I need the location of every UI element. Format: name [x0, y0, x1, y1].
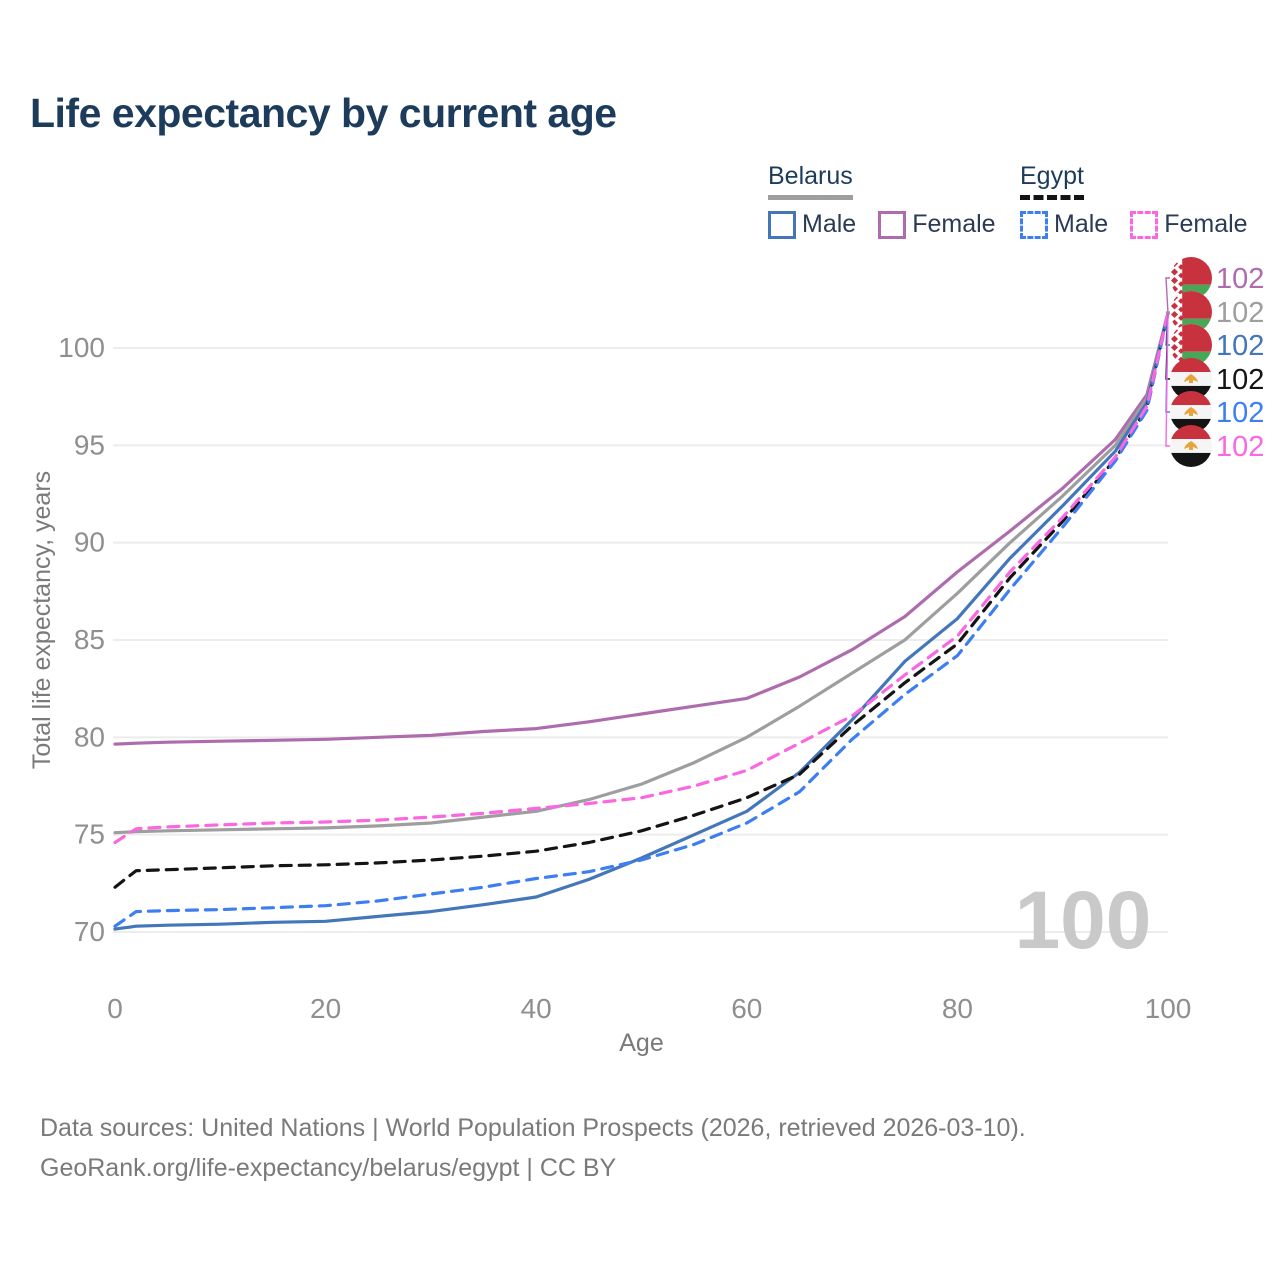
- legend-row-belarus: Male Female: [768, 210, 1010, 239]
- flag-icon-egypt: [1170, 425, 1212, 467]
- x-tick-label: 0: [107, 993, 123, 1024]
- y-tick-label: 95: [74, 429, 105, 460]
- footer-attribution-line: GeoRank.org/life-expectancy/belarus/egyp…: [40, 1154, 617, 1182]
- y-tick-label: 100: [58, 332, 105, 363]
- egypt-male-swatch-icon: [1020, 210, 1048, 239]
- series-line-belarus-male[interactable]: [113, 311, 1170, 931]
- series-line-egypt-male[interactable]: [113, 311, 1170, 928]
- legend-group-belarus: Belarus Male Female: [768, 162, 1010, 239]
- series-line-belarus-female[interactable]: [113, 311, 1170, 746]
- y-tick-label: 75: [74, 819, 105, 850]
- end-value-label: 102: [1216, 397, 1264, 429]
- series-lines: [113, 311, 1170, 931]
- legend-item-egypt-male[interactable]: Male: [1020, 210, 1108, 239]
- x-tick-label: 40: [521, 993, 552, 1024]
- x-tick-label: 20: [310, 993, 341, 1024]
- end-value-label: 102: [1216, 263, 1264, 295]
- x-tick-label: 100: [1145, 993, 1192, 1024]
- x-tick-label: 60: [731, 993, 762, 1024]
- end-value-label: 102: [1216, 364, 1264, 396]
- end-value-label: 102: [1216, 297, 1264, 329]
- legend-label-egypt-male: Male: [1054, 210, 1109, 238]
- legend-label-belarus-male: Male: [802, 210, 857, 238]
- gridlines: 70 75 80 85 90 95 100: [58, 332, 1168, 947]
- belarus-male-swatch-icon: [768, 210, 796, 239]
- page-title: Life expectancy by current age: [30, 90, 617, 136]
- end-value-label: 102: [1216, 431, 1264, 463]
- series-line-egypt-female[interactable]: [113, 311, 1170, 845]
- footer-sources-line: Data sources: United Nations | World Pop…: [40, 1114, 1026, 1142]
- data-source-footer: Data sources: United Nations | World Pop…: [40, 1108, 1240, 1188]
- legend-label-egypt-female: Female: [1164, 210, 1248, 238]
- legend-item-belarus-female[interactable]: Female: [878, 210, 996, 239]
- y-tick-label: 70: [74, 916, 105, 947]
- y-tick-label: 80: [74, 721, 105, 752]
- x-axis-title: Age: [619, 1029, 663, 1057]
- belarus-female-swatch-icon: [878, 210, 907, 239]
- legend-item-belarus-male[interactable]: Male: [768, 210, 856, 239]
- egypt-female-swatch-icon: [1130, 210, 1159, 239]
- series-line-egypt-both[interactable]: [113, 311, 1170, 889]
- y-axis-title: Total life expectancy, years: [28, 471, 56, 769]
- legend-header-egypt[interactable]: Egypt: [1020, 162, 1084, 200]
- end-value-label: 102: [1216, 330, 1264, 362]
- legend-label-belarus-female: Female: [912, 210, 996, 238]
- y-tick-label: 90: [74, 527, 105, 558]
- axes: 0 20 40 60 80 100 Age Total life expectancy, ye…: [28, 471, 1191, 1057]
- legend-group-egypt: Egypt Male Female: [1020, 162, 1262, 239]
- legend-row-egypt: Male Female: [1020, 210, 1262, 239]
- x-tick-label: 80: [942, 993, 973, 1024]
- age-counter-watermark: 100: [1015, 875, 1152, 966]
- legend-item-egypt-female[interactable]: Female: [1130, 210, 1248, 239]
- y-tick-label: 85: [74, 624, 105, 655]
- legend-header-belarus[interactable]: Belarus: [768, 162, 853, 200]
- series-line-belarus-both[interactable]: [113, 311, 1170, 835]
